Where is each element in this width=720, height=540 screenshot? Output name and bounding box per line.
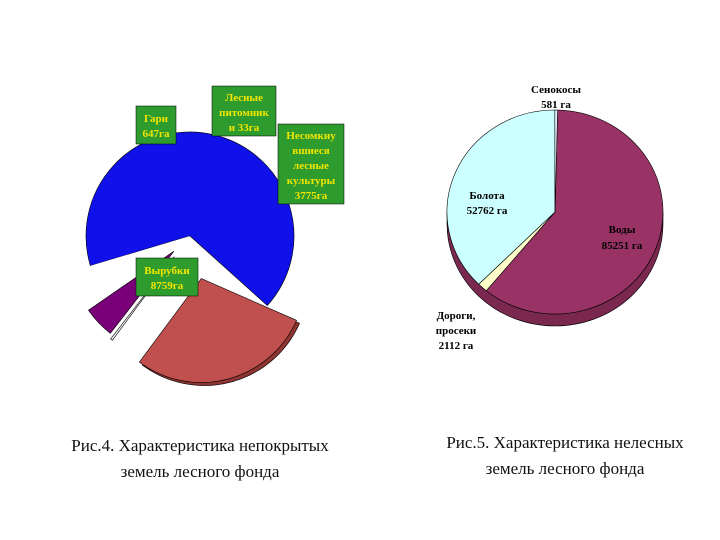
- pie-chart-non-forest-lands: Сенокосы 581 га Болота 52762 га Воды 852…: [436, 84, 664, 352]
- data-label-hayfields: Сенокосы 581 га: [531, 84, 581, 111]
- label-nurseries-line3: и 33га: [229, 122, 260, 134]
- data-label-nurseries: Лесные питомник и 33га: [211, 85, 277, 137]
- pie-slice-unclosed-cultures: [138, 278, 297, 383]
- label-fires-line1: Гари: [144, 113, 169, 125]
- label-waters-line1: Воды: [609, 224, 636, 236]
- data-label-waters: Воды 85251 га: [602, 224, 643, 252]
- label-roads-line1: Дороги,: [437, 310, 476, 322]
- label-unclosed-line5: 3775га: [295, 190, 328, 202]
- pie-chart-unforested-lands: Вырубки 8759га Гари 647га Лесные питомни…: [85, 85, 345, 386]
- pie-slice-hayfields: [554, 109, 558, 213]
- pie-slice-bogs: [446, 109, 556, 285]
- data-label-unclosed-cultures: Несомкну вшиеся лесные культуры 3775га: [277, 123, 345, 205]
- label-waters-line2: 85251 га: [602, 240, 643, 252]
- label-felling-line1: Вырубки: [144, 265, 190, 277]
- label-unclosed-line1: Несомкну: [286, 130, 336, 142]
- label-bogs-line2: 52762 га: [467, 205, 508, 217]
- label-hayfields-line2: 581 га: [541, 99, 571, 111]
- label-unclosed-line3: лесные: [293, 160, 329, 172]
- figure-caption-right: Рис.5. Характеристика нелесных земель ле…: [446, 433, 684, 478]
- label-roads-line2: просеки: [436, 325, 477, 337]
- label-hayfields-line1: Сенокосы: [531, 84, 581, 96]
- data-label-bogs: Болота 52762 га: [467, 190, 508, 217]
- label-unclosed-line4: культуры: [287, 175, 336, 187]
- data-label-fires: Гари 647га: [135, 105, 177, 145]
- pie-slice-waters: [485, 109, 664, 315]
- data-label-roads: Дороги, просеки 2112 га: [436, 310, 477, 352]
- label-roads-line3: 2112 га: [439, 340, 474, 352]
- figure-caption-left: Рис.4. Характеристика непокрытых земель …: [71, 436, 329, 481]
- data-label-felling: Вырубки 8759га: [135, 257, 199, 297]
- label-nurseries-line1: Лесные: [225, 92, 263, 104]
- label-nurseries-line2: питомник: [219, 107, 269, 119]
- label-fires-line2: 647га: [143, 128, 170, 140]
- label-bogs-line1: Болота: [469, 190, 505, 202]
- label-unclosed-line2: вшиеся: [292, 145, 329, 157]
- label-felling-line2: 8759га: [151, 280, 184, 292]
